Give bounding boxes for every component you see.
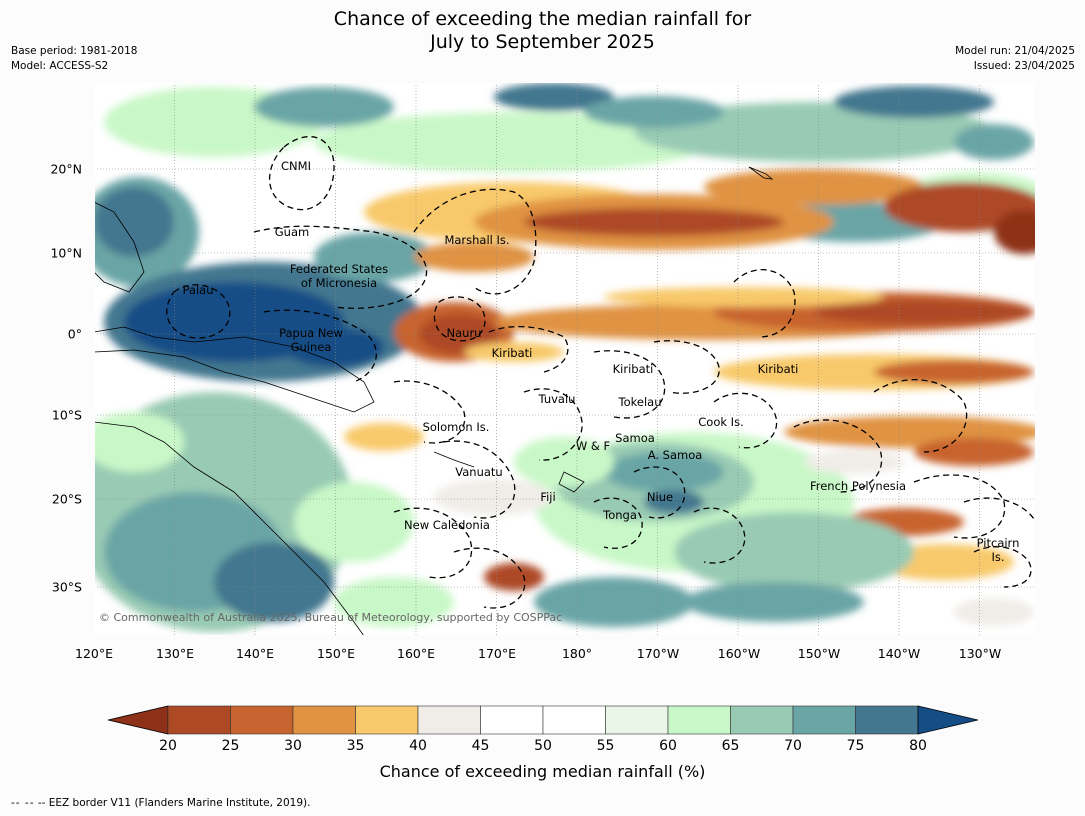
copyright-notice: © Commonwealth of Australia 2025, Bureau…	[99, 611, 562, 624]
y-tick-10n: 10°N	[50, 245, 82, 261]
meta-right: Model run: 21/04/2025 Issued: 23/04/2025	[955, 44, 1075, 74]
meta-left: Base period: 1981-2018 Model: ACCESS-S2	[11, 44, 137, 74]
label-niue: Niue	[647, 490, 673, 504]
colorbar-tick-label: 35	[346, 738, 365, 754]
colorbar-tick-label: 55	[596, 738, 615, 754]
colorbar-tick-label: 40	[409, 738, 427, 754]
label-american-samoa: A. Samoa	[648, 448, 703, 462]
label-vanuatu: Vanuatu	[455, 465, 502, 479]
label-pitcairn-is: Pitcairn Is.	[977, 536, 1020, 564]
map-title: Chance of exceeding the median rainfall …	[0, 8, 1085, 54]
label-marshall-is: Marshall Is.	[444, 233, 509, 247]
colorbar-swatch	[417, 705, 481, 735]
x-tick-180: 180°	[561, 646, 593, 661]
forecast-map: CNMI Guam Marshall Is. Federated States o…	[94, 82, 1036, 636]
colorbar-tick-label: 50	[534, 738, 552, 754]
issued-date: Issued: 23/04/2025	[973, 60, 1075, 72]
map-frame	[94, 82, 1036, 636]
colorbar-swatch	[542, 705, 606, 735]
colorbar-tick-label: 20	[159, 738, 177, 754]
colorbar-tick-label: 80	[909, 738, 927, 754]
colorbar-tick-label: 75	[846, 738, 865, 754]
colorbar-tick-label: 60	[659, 738, 677, 754]
label-cook-is: Cook Is.	[698, 415, 743, 429]
model-run: Model run: 21/04/2025	[955, 45, 1075, 57]
colorbar-tick-label: 70	[784, 738, 802, 754]
label-samoa: Samoa	[615, 431, 655, 445]
label-tuvalu: Tuvalu	[538, 392, 576, 406]
x-tick-120e: 120°E	[74, 646, 114, 661]
colorbar-tick-label: 65	[721, 738, 740, 754]
rainfall-probability-field	[94, 83, 1036, 632]
label-png: Papua New Guinea	[279, 326, 343, 354]
eez-borders	[166, 136, 1036, 609]
coastlines	[94, 166, 774, 636]
x-tick-130w: 130°W	[958, 646, 1002, 661]
title-line-2: July to September 2025	[430, 31, 655, 53]
label-fsm: Federated States of Micronesia	[290, 262, 388, 290]
colorbar	[108, 705, 978, 735]
y-tick-30s: 30°S	[51, 579, 82, 595]
label-tokelau: Tokelau	[618, 395, 662, 409]
colorbar-swatch	[792, 705, 856, 735]
x-tick-140w: 140°W	[877, 646, 921, 661]
colorbar-tick-label: 30	[284, 738, 302, 754]
label-kiribati-1: Kiribati	[492, 346, 533, 360]
colorbar-swatch	[667, 705, 731, 735]
x-tick-160e: 160°E	[396, 646, 436, 661]
colorbar-extend-low	[108, 705, 169, 735]
x-tick-170e: 170°E	[477, 646, 517, 661]
colorbar-swatch	[855, 705, 919, 735]
x-tick-130e: 130°E	[155, 646, 195, 661]
label-solomon-is: Solomon Is.	[423, 420, 490, 434]
label-cnmi: CNMI	[281, 159, 311, 173]
eez-legend-dashes: -- --	[11, 797, 35, 809]
label-wallis-futuna: W & F	[576, 439, 610, 453]
y-tick-20s: 20°S	[51, 491, 82, 507]
colorbar-swatch	[230, 705, 294, 735]
y-tick-20n: 20°N	[50, 161, 82, 177]
model-name: Model: ACCESS-S2	[11, 60, 109, 72]
colorbar-extend-high	[917, 705, 978, 735]
label-palau: Palau	[183, 283, 214, 297]
map-svg: CNMI Guam Marshall Is. Federated States o…	[94, 82, 1036, 636]
label-french-polynesia: French Polynesia	[810, 479, 906, 493]
base-period: Base period: 1981-2018	[11, 45, 138, 57]
colorbar-swatch	[292, 705, 356, 735]
title-line-1: Chance of exceeding the median rainfall …	[333, 8, 752, 30]
x-tick-140e: 140°E	[235, 646, 275, 661]
y-tick-0: 0°	[67, 326, 82, 342]
label-kiribati-3: Kiribati	[758, 362, 799, 376]
label-tonga: Tonga	[602, 508, 637, 522]
colorbar-swatch	[605, 705, 669, 735]
colorbar-swatch	[355, 705, 419, 735]
x-tick-160w: 160°W	[717, 646, 761, 661]
x-tick-170w: 170°W	[636, 646, 680, 661]
colorbar-swatch	[730, 705, 794, 735]
label-nauru: Nauru	[447, 326, 482, 340]
x-tick-150w: 150°W	[797, 646, 841, 661]
label-guam: Guam	[275, 225, 309, 239]
label-fiji: Fiji	[540, 490, 555, 504]
colorbar-title: Chance of exceeding median rainfall (%)	[379, 762, 706, 781]
colorbar-swatch	[480, 705, 544, 735]
y-tick-10s: 10°S	[51, 407, 82, 423]
colorbar-tick-label: 25	[221, 738, 240, 754]
colorbar-tick-label: 45	[471, 738, 490, 754]
colorbar-swatch	[167, 705, 231, 735]
colorbar-swatches	[108, 705, 978, 735]
label-new-caledonia: New Caledonia	[404, 518, 490, 532]
graticule	[94, 82, 1036, 636]
x-tick-150e: 150°E	[316, 646, 356, 661]
label-kiribati-2: Kiribati	[613, 362, 654, 376]
footer-note: -- -- -- EEZ border V11 (Flanders Marine…	[11, 797, 310, 809]
region-labels: CNMI Guam Marshall Is. Federated States o…	[183, 159, 1020, 564]
eez-legend-text: -- EEZ border V11 (Flanders Marine Insti…	[37, 797, 311, 809]
